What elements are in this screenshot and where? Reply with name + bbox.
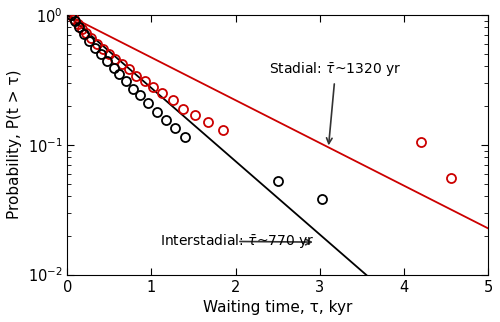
Text: Interstadial: $\bar{\tau}$~770 yr: Interstadial: $\bar{\tau}$~770 yr [160, 232, 314, 251]
X-axis label: Waiting time, τ, kyr: Waiting time, τ, kyr [203, 300, 352, 315]
Y-axis label: Probability, P(t > τ): Probability, P(t > τ) [7, 70, 22, 220]
Text: Stadial: $\bar{\tau}$~1320 yr: Stadial: $\bar{\tau}$~1320 yr [270, 61, 402, 144]
